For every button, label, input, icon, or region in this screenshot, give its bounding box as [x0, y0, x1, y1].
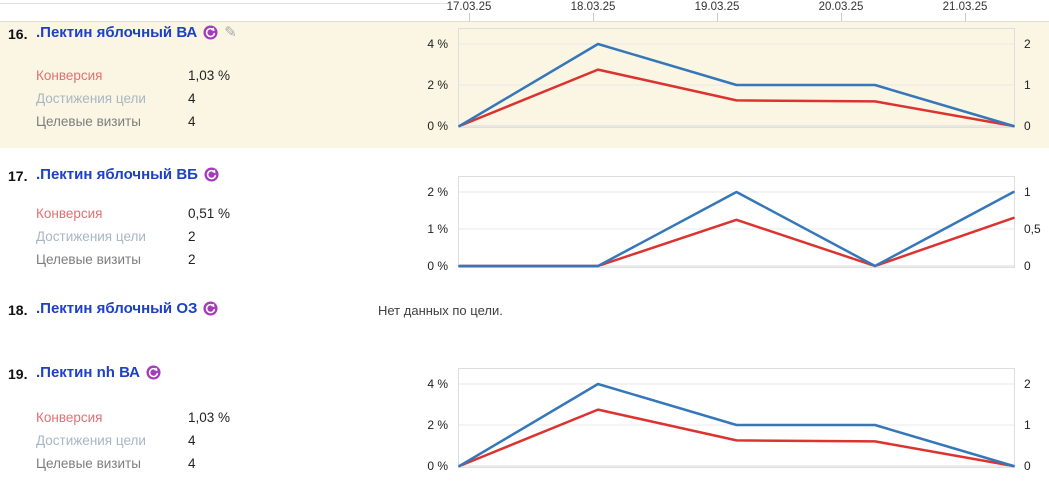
right-axis-tick-label: 1	[1024, 418, 1031, 432]
right-axis-tick-label: 0,5	[1024, 222, 1041, 236]
right-axis-tick-label: 1	[1024, 185, 1031, 199]
date-axis-tick	[717, 13, 718, 21]
goal-title-row: .Пектин яблочный ВА ✎	[36, 24, 237, 41]
metric-goal-visits: Целевые визиты 4	[36, 114, 396, 129]
left-axis-tick-label: 0 %	[427, 259, 448, 273]
metric-value: 4	[188, 433, 196, 448]
line-chart-svg	[458, 368, 1015, 468]
line-chart-svg	[458, 176, 1015, 268]
goal-title-link[interactable]: .Пектин яблочный ВА	[36, 24, 198, 41]
line-chart-svg	[458, 28, 1015, 128]
chart-plot-area	[458, 28, 1015, 133]
metric-goal-visits: Целевые визиты 4	[36, 456, 396, 471]
metric-value: 2	[188, 229, 196, 244]
row-separator	[0, 3, 448, 4]
metric-value: 2	[188, 252, 196, 267]
left-axis-tick-label: 1 %	[427, 222, 448, 236]
goal-title-link[interactable]: .Пектин яблочный ОЗ	[36, 300, 198, 317]
right-axis-tick-label: 1	[1024, 78, 1031, 92]
metric-label: Конверсия	[36, 206, 103, 221]
right-axis-tick-label: 2	[1024, 377, 1031, 391]
metric-value: 1,03 %	[188, 410, 231, 425]
retargeting-icon	[146, 365, 161, 380]
goal-trend-chart: 0 % 1 % 2 % 0 0,5 1	[420, 176, 1049, 273]
metric-value: 4	[188, 114, 196, 129]
metric-label: Целевые визиты	[36, 114, 141, 129]
retargeting-icon	[203, 25, 218, 40]
metric-conversion: Конверсия 1,03 %	[36, 410, 396, 425]
edit-goal-icon[interactable]: ✎	[224, 24, 237, 41]
metric-conversion: Конверсия 1,03 %	[36, 68, 396, 83]
left-axis-tick-label: 2 %	[427, 78, 448, 92]
chart-plot-area	[458, 176, 1015, 273]
metric-goal-reaches: Достижения цели 2	[36, 229, 396, 244]
right-axis-tick-label: 0	[1024, 119, 1031, 133]
metric-label: Конверсия	[36, 410, 103, 425]
left-axis-tick-label: 2 %	[427, 418, 448, 432]
metric-label: Целевые визиты	[36, 456, 141, 471]
date-axis-label: 20.03.25	[818, 1, 864, 13]
goal-title-link[interactable]: .Пектин яблочный ВБ	[36, 166, 198, 183]
metric-label: Конверсия	[36, 68, 103, 83]
metric-value: 4	[188, 456, 196, 471]
goal-title-row: .Пектин яблочный ВБ	[36, 166, 219, 183]
date-axis-tick	[965, 13, 966, 21]
metric-label: Достижения цели	[36, 433, 146, 448]
retargeting-icon	[203, 301, 218, 316]
date-axis-rule	[0, 21, 1049, 22]
date-axis-label: 21.03.25	[942, 1, 988, 13]
metric-goal-visits: Целевые визиты 2	[36, 252, 396, 267]
row-number: 19.	[8, 366, 28, 382]
goal-title-row: .Пектин nh ВА	[36, 364, 161, 381]
left-axis-tick-label: 0 %	[427, 119, 448, 133]
left-axis-tick-label: 2 %	[427, 185, 448, 199]
row-number: 16.	[8, 26, 28, 42]
metric-goal-reaches: Достижения цели 4	[36, 433, 396, 448]
metric-conversion: Конверсия 0,51 %	[36, 206, 396, 221]
goal-trend-chart: 0 % 2 % 4 % 0 1 2	[420, 28, 1049, 133]
date-axis-label: 19.03.25	[694, 1, 740, 13]
chart-plot-area	[458, 368, 1015, 473]
right-axis-tick-label: 0	[1024, 259, 1031, 273]
left-axis-tick-label: 0 %	[427, 459, 448, 473]
metric-label: Достижения цели	[36, 229, 146, 244]
metric-value: 1,03 %	[188, 68, 231, 83]
date-axis-tick	[841, 13, 842, 21]
row-number: 18.	[8, 302, 28, 318]
goal-title-row: .Пектин яблочный ОЗ	[36, 300, 218, 317]
metric-label: Целевые визиты	[36, 252, 141, 267]
metric-goal-reaches: Достижения цели 4	[36, 91, 396, 106]
goal-title-link[interactable]: .Пектин nh ВА	[36, 364, 141, 381]
metric-value: 0,51 %	[188, 206, 231, 221]
date-axis-tick	[469, 13, 470, 21]
metric-value: 4	[188, 91, 196, 106]
right-axis-tick-label: 0	[1024, 459, 1031, 473]
left-axis-tick-label: 4 %	[427, 377, 448, 391]
date-axis-label: 18.03.25	[570, 1, 616, 13]
goal-trend-chart: 0 % 2 % 4 % 0 1 2	[420, 368, 1049, 473]
no-data-message: Нет данных по цели.	[378, 303, 503, 318]
metric-label: Достижения цели	[36, 91, 146, 106]
retargeting-icon	[204, 167, 219, 182]
date-axis: 17.03.25 18.03.25 19.03.25 20.03.25 21.03.25	[420, 0, 1049, 21]
date-axis-label: 17.03.25	[446, 1, 492, 13]
right-axis-tick-label: 2	[1024, 37, 1031, 51]
row-number: 17.	[8, 168, 28, 184]
date-axis-tick	[593, 13, 594, 21]
left-axis-tick-label: 4 %	[427, 37, 448, 51]
